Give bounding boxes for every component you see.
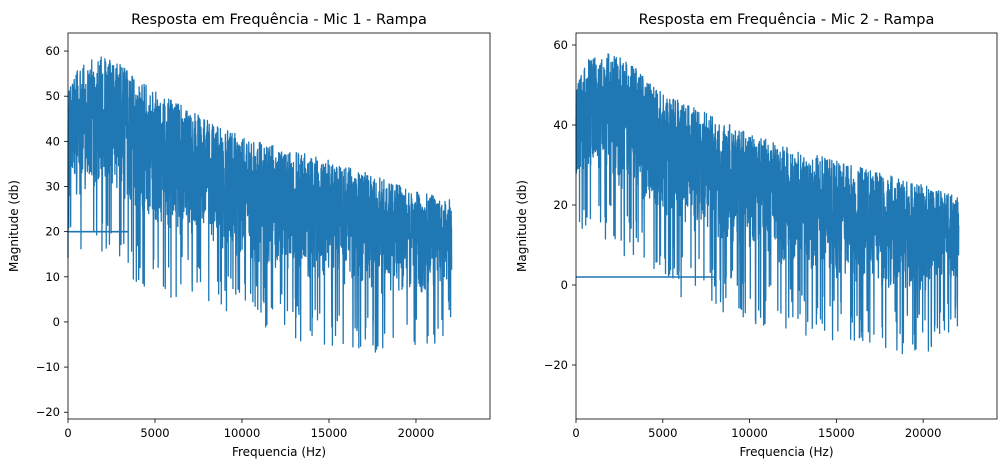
y-tick-label: 40	[553, 118, 568, 132]
spectrum-line	[67, 56, 453, 353]
y-axis-label: Magnitude (db)	[7, 180, 21, 272]
y-axis-label: Magnitude (db)	[515, 180, 529, 272]
series-line	[67, 56, 453, 353]
y-axis: −20 −10 0 10 20 30 40 50 60	[36, 44, 68, 419]
y-tick-label: 40	[45, 134, 60, 148]
y-tick-label: 20	[553, 198, 568, 212]
plot-frame	[575, 32, 998, 420]
y-tick-label: −20	[544, 358, 568, 372]
x-tick-label: 0	[64, 426, 71, 440]
chart-mic-1: 0 5000 10000 15000 20000 −20 −10 0 10 20 30 40 50 60…	[7, 12, 491, 459]
x-tick-label: 15000	[818, 426, 855, 440]
x-axis: 0 5000 10000 15000 20000	[572, 419, 941, 440]
y-tick-label: 30	[45, 179, 60, 193]
plot-frame	[67, 32, 491, 420]
x-tick-label: 10000	[731, 426, 768, 440]
x-tick-label: 5000	[648, 426, 677, 440]
y-tick-label: 50	[45, 89, 60, 103]
x-tick-label: 5000	[140, 426, 169, 440]
x-axis: 0 5000 10000 15000 20000	[64, 419, 434, 440]
y-tick-label: 0	[53, 315, 60, 329]
x-tick-label: 10000	[224, 426, 261, 440]
chart-title: Resposta em Frequência - Mic 2 - Rampa	[639, 12, 935, 28]
series-line	[575, 53, 960, 355]
chart-title: Resposta em Frequência - Mic 1 - Rampa	[131, 12, 427, 28]
x-tick-label: 15000	[311, 426, 348, 440]
y-tick-label: −10	[36, 360, 60, 374]
x-tick-label: 20000	[905, 426, 942, 440]
chart-mic-2: 0 5000 10000 15000 20000 −20 0 20 40 60 Resposta…	[515, 12, 998, 459]
y-tick-label: 60	[553, 38, 568, 52]
y-tick-label: 60	[45, 44, 60, 58]
x-axis-label: Frequencia (Hz)	[739, 445, 833, 459]
y-tick-label: 10	[45, 270, 60, 284]
y-axis: −20 0 20 40 60	[544, 38, 576, 372]
y-tick-label: −20	[36, 405, 60, 419]
x-axis-label: Frequencia (Hz)	[232, 445, 326, 459]
x-tick-label: 20000	[398, 426, 435, 440]
y-tick-label: 20	[45, 225, 60, 239]
x-tick-label: 0	[572, 426, 579, 440]
spectrum-line	[575, 53, 960, 355]
y-tick-label: 0	[561, 278, 568, 292]
